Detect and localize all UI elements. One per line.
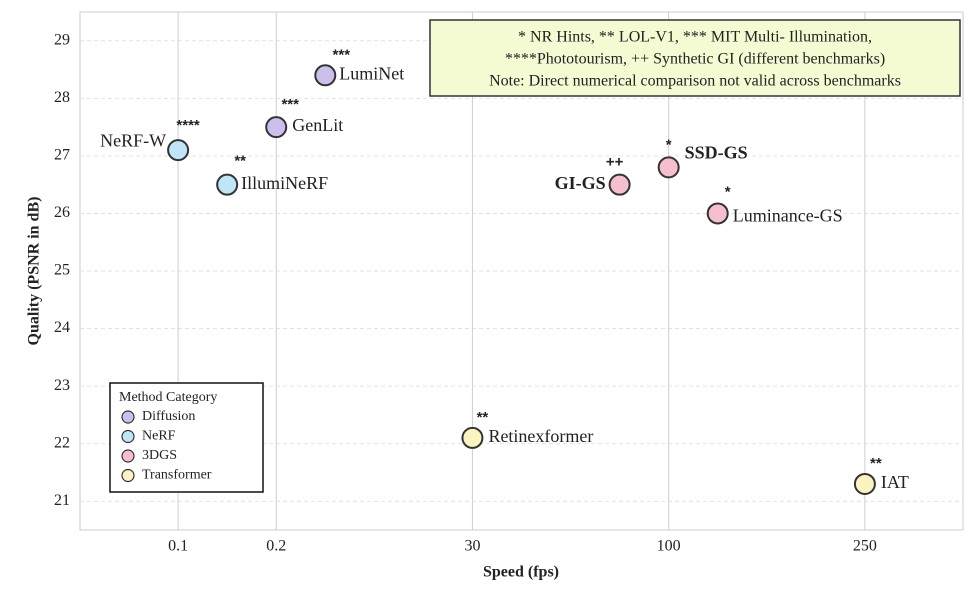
point-note: *: [725, 183, 731, 200]
point: [657, 156, 680, 179]
y-tick-label: 23: [54, 377, 70, 394]
x-axis-title: Speed (fps): [483, 564, 559, 581]
point-note: **: [870, 455, 882, 472]
point-note: ***: [281, 96, 299, 113]
point-note: ***: [333, 46, 351, 63]
point: [265, 116, 288, 139]
legend-box: [109, 382, 264, 493]
point-label: Retinexformer: [488, 426, 593, 446]
y-tick-label: 26: [54, 204, 70, 221]
legend-label: 3DGS: [142, 448, 177, 463]
y-tick-label: 22: [54, 434, 70, 451]
point-note: ++: [606, 154, 624, 171]
point: [314, 64, 337, 87]
note-box: [429, 19, 961, 97]
legend: Diffusion NeRF 3DGS Transformer: [121, 409, 212, 483]
x-tick-label: 0.1: [168, 538, 188, 555]
point-note: ****: [176, 117, 200, 134]
legend-label: Diffusion: [142, 409, 195, 424]
point: [853, 472, 876, 495]
legend-marker: [121, 410, 135, 424]
y-axis-title: Quality (PSNR in dB): [26, 197, 43, 346]
legend-label: Transformer: [142, 468, 212, 483]
point: [706, 202, 729, 225]
legend-marker: [121, 449, 135, 463]
y-tick-label: 28: [54, 89, 70, 106]
legend-label: NeRF: [142, 429, 176, 444]
y-tick-label: 29: [54, 31, 70, 48]
point-note: **: [234, 153, 246, 170]
y-tick-label: 27: [54, 147, 70, 164]
point-label: LumiNet: [339, 63, 404, 83]
point: [461, 426, 484, 449]
point-label: GI-GS: [555, 173, 606, 193]
point-note: **: [477, 409, 489, 426]
point-label: SSD-GS: [685, 143, 748, 163]
y-tick-label: 25: [54, 262, 70, 279]
y-tick-label: 21: [54, 492, 70, 509]
point: [608, 173, 631, 196]
legend-marker: [121, 468, 135, 483]
note-line: Note: Direct numerical comparison not va…: [489, 73, 901, 90]
point: [167, 139, 190, 162]
marks: GenLit***LumiNet***NeRF-W****IllumiNeRF*…: [100, 46, 909, 495]
x-tick-label: 0.2: [266, 538, 286, 555]
note-line: * NR Hints, ** LOL-V1, *** MIT Multi- Il…: [518, 29, 872, 46]
x-tick-label: 250: [853, 538, 877, 555]
legend-title: Method Category: [119, 390, 217, 405]
point-label: NeRF-W: [100, 130, 166, 150]
point-label: IAT: [881, 472, 909, 492]
point-note: *: [666, 136, 672, 153]
y-tick-label: 24: [54, 319, 70, 336]
point-label: GenLit: [292, 115, 343, 135]
note-line: ****Phototourism, ++ Synthetic GI (diffe…: [505, 51, 885, 68]
x-tick-label: 30: [464, 538, 480, 555]
point-label: IllumiNeRF: [241, 173, 328, 193]
x-tick-label: 100: [657, 538, 681, 555]
point: [216, 173, 239, 196]
point-label: Luminance-GS: [733, 206, 843, 226]
legend-marker: [121, 429, 135, 444]
